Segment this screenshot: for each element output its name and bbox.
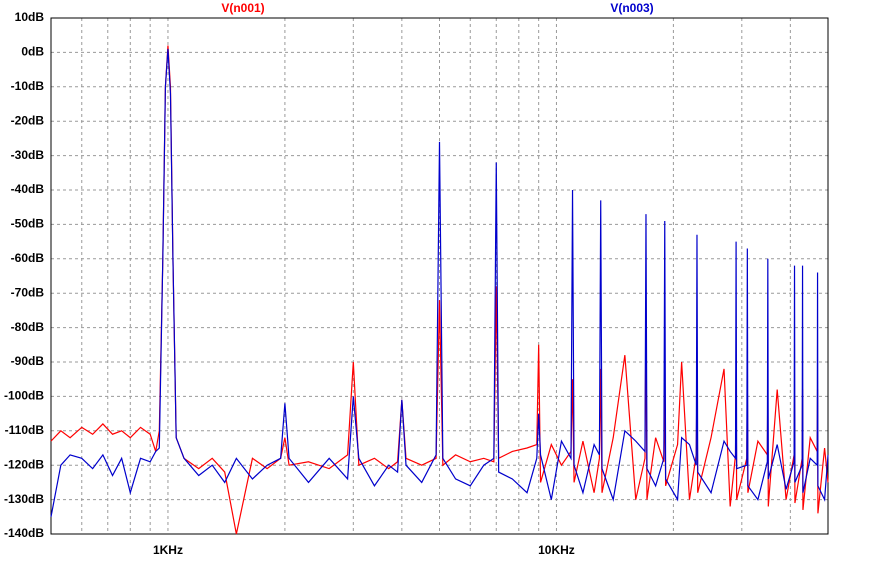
- y-tick-label: -20dB: [11, 113, 45, 127]
- y-tick-label: -100dB: [4, 389, 44, 403]
- y-tick-label: -130dB: [4, 492, 44, 506]
- series-line: [50, 48, 829, 517]
- y-tick-label: -60dB: [11, 251, 45, 265]
- y-tick-label: -40dB: [11, 182, 45, 196]
- plot-border: [50, 17, 829, 535]
- x-tick-label: 10KHz: [538, 543, 575, 557]
- y-tick-label: 10dB: [15, 10, 45, 24]
- y-tick-label: -80dB: [11, 320, 45, 334]
- y-tick-label: -120dB: [4, 457, 44, 471]
- y-tick-label: -10dB: [11, 79, 45, 93]
- y-tick-label: -140dB: [4, 526, 44, 540]
- y-tick-label: -30dB: [11, 148, 45, 162]
- legend-label: V(n003): [610, 1, 653, 15]
- y-tick-label: -110dB: [5, 423, 45, 437]
- y-tick-label: -70dB: [11, 285, 45, 299]
- y-tick-label: -50dB: [11, 217, 45, 231]
- y-tick-label: 0dB: [21, 45, 44, 59]
- legend-label: V(n001): [221, 1, 264, 15]
- x-tick-label: 1KHz: [153, 543, 183, 557]
- y-tick-label: -90dB: [11, 354, 45, 368]
